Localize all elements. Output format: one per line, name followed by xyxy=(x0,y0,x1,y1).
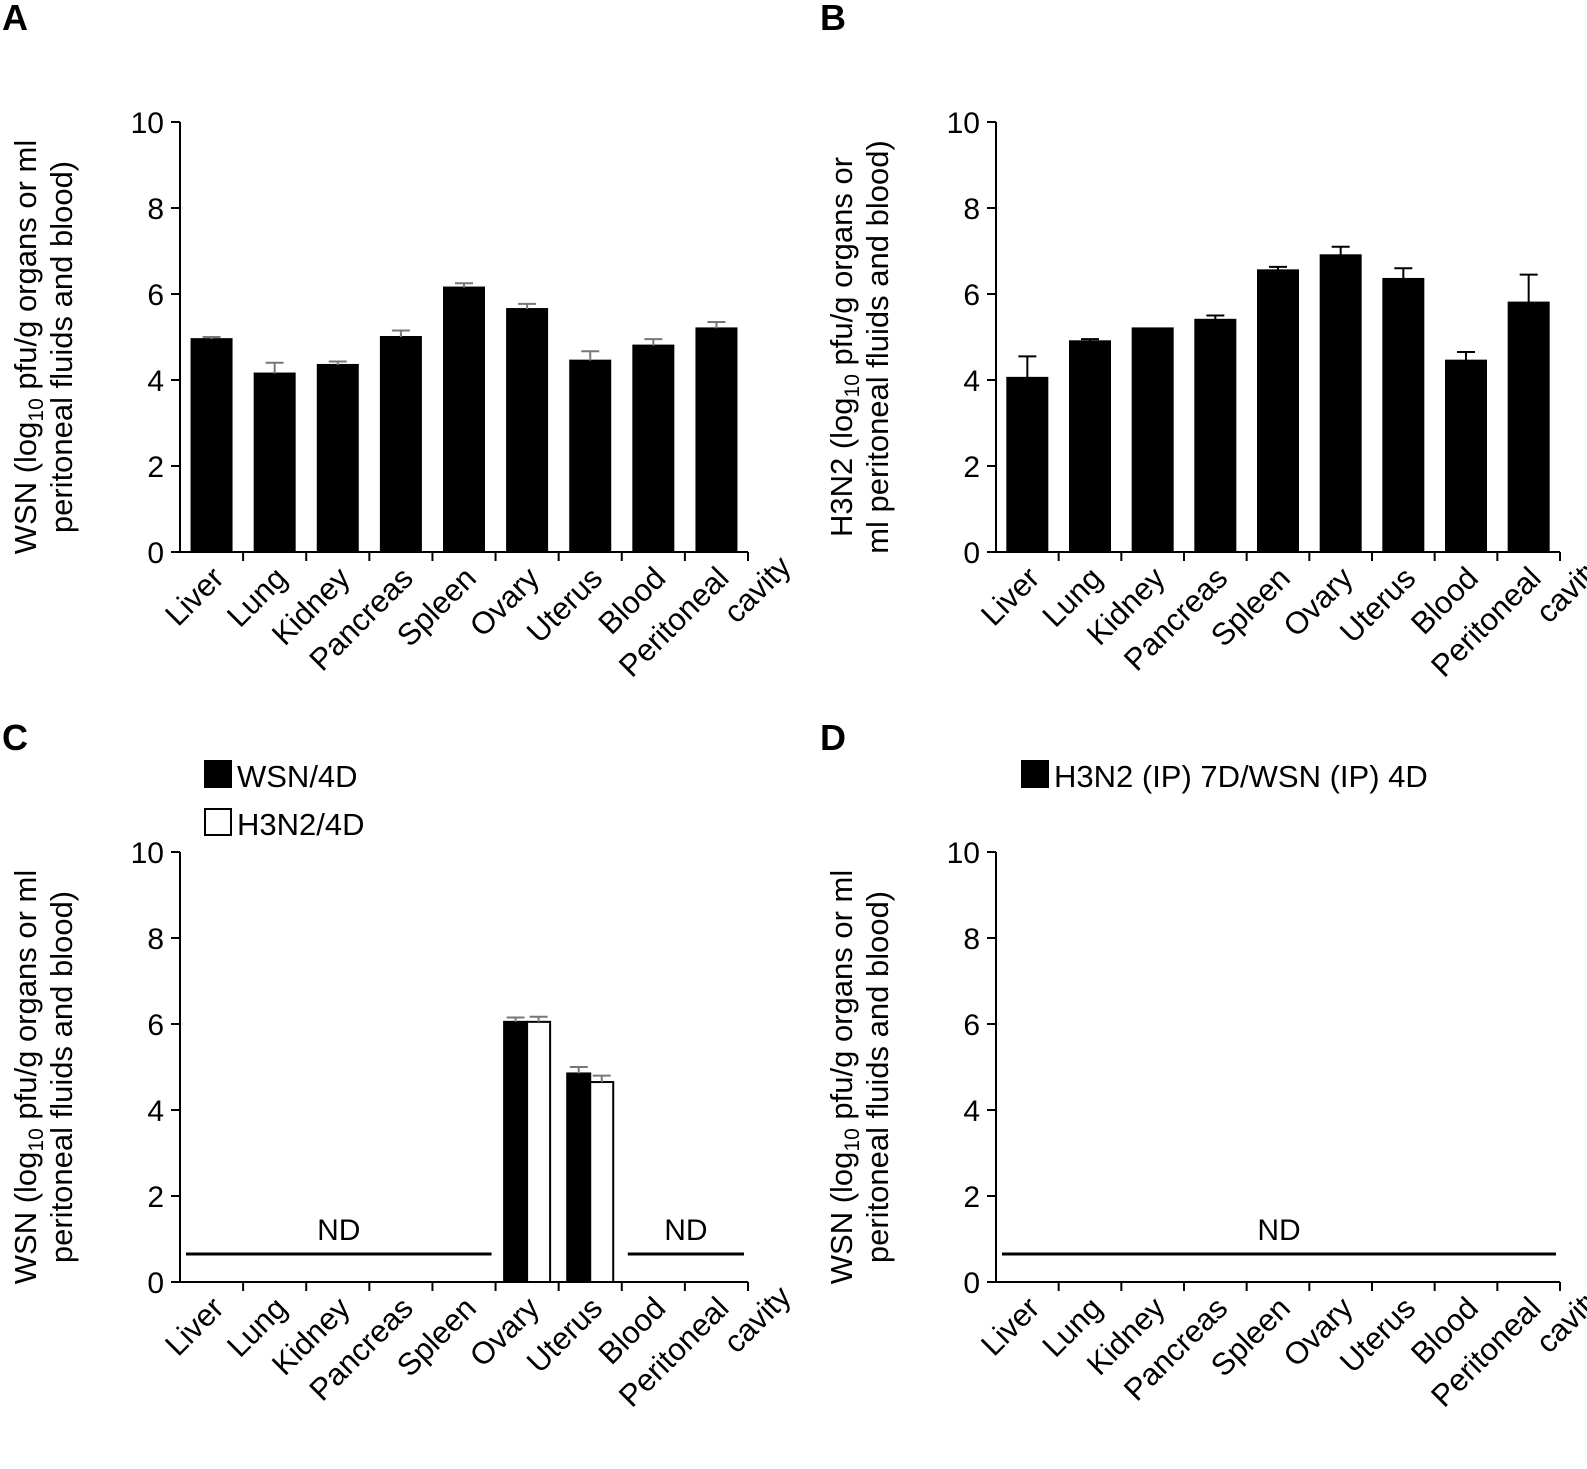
y-axis-title: WSN (log10 pfu/g organs or ml xyxy=(8,870,48,1284)
bar xyxy=(1069,340,1111,553)
bar xyxy=(566,1072,592,1283)
x-category-label: Liver xyxy=(974,560,1046,632)
bar xyxy=(506,308,549,553)
y-axis-title: ml peritoneal fluids and blood) xyxy=(860,140,895,554)
y-tick-label: 8 xyxy=(963,193,980,226)
y-tick-label: 4 xyxy=(147,1095,164,1128)
legend-label: H3N2 (IP) 7D/WSN (IP) 4D xyxy=(1054,759,1428,794)
chart-panel-b: 0246810LiverLungKidneyPancreasSpleenOvar… xyxy=(824,107,1587,684)
y-tick-label: 10 xyxy=(947,107,980,140)
bar xyxy=(569,359,612,553)
y-axis-title: WSN (log10 pfu/g organs or ml xyxy=(824,870,864,1284)
panel-letter-a: A xyxy=(2,0,28,38)
legend-label: WSN/4D xyxy=(237,759,358,794)
nd-label: ND xyxy=(664,1214,707,1247)
legend-label: H3N2/4D xyxy=(237,807,365,842)
panel-d: D xyxy=(820,717,846,758)
bar xyxy=(695,327,738,553)
nd-label: ND xyxy=(317,1214,360,1247)
x-category-label: Liver xyxy=(158,560,230,632)
y-tick-label: 4 xyxy=(147,365,164,398)
y-tick-label: 10 xyxy=(131,107,164,140)
x-category-label: Liver xyxy=(158,1290,230,1362)
panel-letter-d: D xyxy=(820,717,846,758)
bar xyxy=(379,336,422,553)
y-tick-label: 8 xyxy=(147,923,164,956)
panel-c: C xyxy=(2,717,28,758)
panel-b: B xyxy=(820,0,846,38)
y-tick-label: 8 xyxy=(963,923,980,956)
bar xyxy=(1445,359,1487,553)
bar xyxy=(253,372,296,553)
bar xyxy=(1382,277,1425,553)
bar xyxy=(1257,269,1299,553)
y-tick-label: 6 xyxy=(147,279,164,312)
bar xyxy=(632,344,675,553)
y-tick-label: 6 xyxy=(963,279,980,312)
bar xyxy=(526,1020,552,1283)
panel-a: A xyxy=(2,0,28,38)
panel-letter-b: B xyxy=(820,0,846,38)
y-tick-label: 4 xyxy=(963,1095,980,1128)
bar xyxy=(190,338,233,553)
y-axis-title: peritoneal fluids and blood) xyxy=(44,891,79,1263)
chart-panel-c: 0246810LiverLungKidneyPancreasSpleenOvar… xyxy=(8,759,798,1414)
y-axis-title: peritoneal fluids and blood) xyxy=(860,891,895,1263)
bar xyxy=(443,286,485,553)
y-tick-label: 4 xyxy=(963,365,980,398)
y-tick-label: 2 xyxy=(963,1181,980,1214)
bar xyxy=(589,1081,615,1284)
y-axis-title: H3N2 (log10 pfu/g organs or xyxy=(824,157,864,537)
chart-panel-a: 0246810LiverLungKidneyPancreasSpleenOvar… xyxy=(8,107,798,684)
y-tick-label: 0 xyxy=(963,1267,980,1300)
bar xyxy=(316,363,359,554)
chart-panel-d: 0246810LiverLungKidneyPancreasSpleenOvar… xyxy=(824,759,1587,1414)
legend-swatch xyxy=(204,808,232,836)
y-tick-label: 2 xyxy=(147,1181,164,1214)
nd-label: ND xyxy=(1257,1214,1300,1247)
y-tick-label: 10 xyxy=(131,837,164,870)
bar xyxy=(1194,318,1237,553)
y-tick-label: 0 xyxy=(147,1267,164,1300)
panel-letter-c: C xyxy=(2,717,28,758)
y-tick-label: 10 xyxy=(947,837,980,870)
y-tick-label: 6 xyxy=(963,1009,980,1042)
y-tick-label: 0 xyxy=(963,537,980,570)
legend-swatch xyxy=(1021,760,1049,788)
bar xyxy=(1006,376,1049,553)
legend-swatch xyxy=(204,760,232,788)
y-tick-label: 2 xyxy=(963,451,980,484)
x-category-label: Liver xyxy=(974,1290,1046,1362)
bar xyxy=(1319,254,1362,554)
y-tick-label: 2 xyxy=(147,451,164,484)
y-tick-label: 0 xyxy=(147,537,164,570)
bar xyxy=(1507,301,1550,553)
y-tick-label: 8 xyxy=(147,193,164,226)
bar xyxy=(503,1020,529,1283)
y-axis-title: WSN (log10 pfu/g organs or ml xyxy=(8,140,48,554)
y-tick-label: 6 xyxy=(147,1009,164,1042)
y-axis-title: peritoneal fluids and blood) xyxy=(44,161,79,533)
bar xyxy=(1131,327,1174,553)
